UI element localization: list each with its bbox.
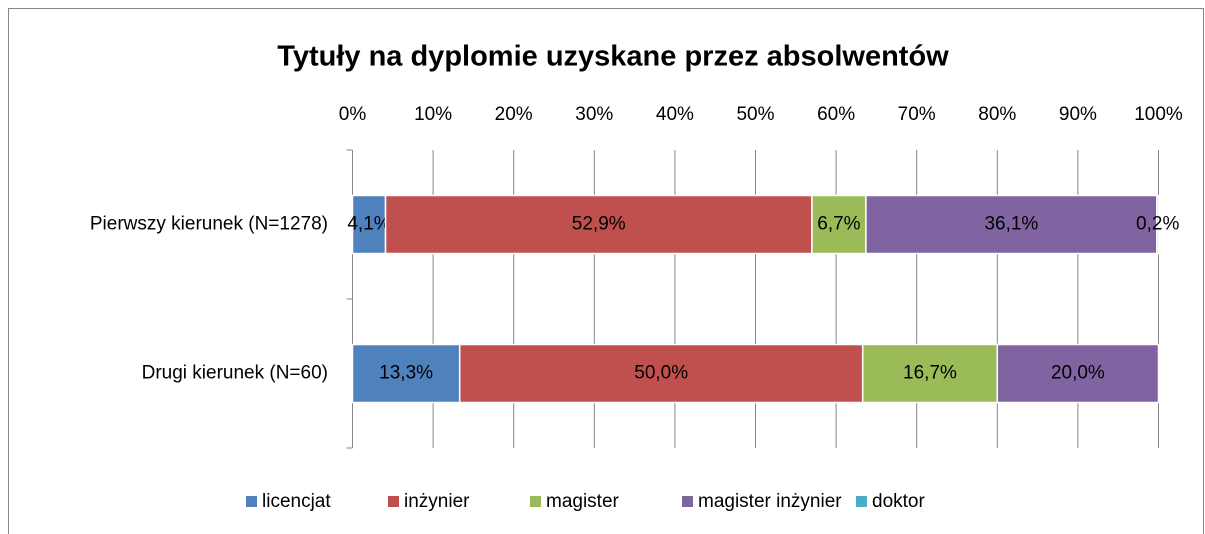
legend-swatch [856, 496, 867, 507]
data-label: 16,7% [903, 363, 957, 384]
x-tick-label: 30% [575, 104, 613, 125]
x-tick-label: 70% [898, 104, 936, 125]
chart-title: Tytuły na dyplomie uzyskane przez absolw… [277, 41, 949, 73]
x-tick-label: 90% [1059, 104, 1097, 125]
data-label: 50,0% [634, 363, 688, 384]
data-label: 36,1% [984, 214, 1038, 235]
bar-segment [996, 343, 1160, 404]
bar-segment [1156, 194, 1160, 255]
legend-swatch [388, 496, 399, 507]
x-tick-label: 50% [736, 104, 774, 125]
bar-segment [811, 194, 867, 255]
x-tick-label: 40% [656, 104, 694, 125]
legend-label: magister inżynier [698, 491, 842, 512]
x-tick-label: 20% [495, 104, 533, 125]
legend-label: magister [546, 491, 620, 512]
x-tick-label: 10% [414, 104, 452, 125]
data-label: 13,3% [379, 363, 433, 384]
bar-segment [351, 194, 387, 255]
data-label: 0,2% [1136, 214, 1179, 235]
legend-swatch [530, 496, 541, 507]
bar-segment [351, 343, 461, 404]
legend-label: doktor [872, 491, 925, 512]
bar-segment [861, 343, 999, 404]
y-tick-label: Drugi kierunek (N=60) [142, 363, 328, 384]
legend-label: inżynier [404, 491, 470, 512]
chart-border [8, 8, 1204, 534]
x-tick-label: 80% [978, 104, 1016, 125]
x-tick-label: 100% [1134, 104, 1183, 125]
data-label: 20,0% [1051, 363, 1105, 384]
data-label: 52,9% [572, 214, 626, 235]
data-label: 6,7% [817, 214, 860, 235]
legend-swatch [682, 496, 693, 507]
y-tick-label: Pierwszy kierunek (N=1278) [90, 214, 328, 235]
x-tick-label: 60% [817, 104, 855, 125]
bar-segment [865, 194, 1158, 255]
legend-swatch [246, 496, 257, 507]
x-tick-label: 0% [339, 104, 367, 125]
data-label: 4,1% [347, 214, 390, 235]
bar-segment [458, 343, 864, 404]
legend-label: licencjat [262, 491, 331, 512]
